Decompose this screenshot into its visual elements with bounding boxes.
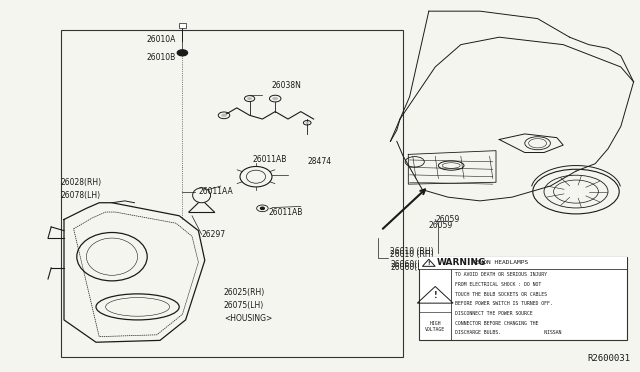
Circle shape — [260, 207, 264, 209]
Text: 26010 (RH): 26010 (RH) — [390, 247, 434, 256]
Text: DISCONNECT THE POWER SOURCE: DISCONNECT THE POWER SOURCE — [455, 311, 532, 316]
Text: 26078(LH): 26078(LH) — [61, 191, 101, 200]
Text: BEFORE POWER SWITCH IS TURNED OFF.: BEFORE POWER SWITCH IS TURNED OFF. — [455, 301, 553, 306]
Circle shape — [273, 97, 278, 100]
Bar — [179, 23, 186, 28]
Bar — [419, 257, 627, 269]
Text: XENON HEADLAMPS: XENON HEADLAMPS — [472, 260, 528, 265]
Text: 26059: 26059 — [435, 215, 460, 224]
Text: 26060(LH): 26060(LH) — [390, 260, 431, 269]
Text: HIGH
VOLTAGE: HIGH VOLTAGE — [425, 321, 445, 332]
Text: FROM ELECTRICAL SHOCK : DO NOT: FROM ELECTRICAL SHOCK : DO NOT — [455, 282, 541, 287]
Circle shape — [247, 97, 252, 100]
Text: 26075(LH): 26075(LH) — [224, 301, 264, 310]
Circle shape — [177, 50, 188, 56]
Text: DISCHARGE BULBS.               NISSAN: DISCHARGE BULBS. NISSAN — [455, 330, 561, 335]
Text: 28474: 28474 — [307, 157, 332, 166]
Text: 26060(LH): 26060(LH) — [390, 263, 431, 272]
Text: <HOUSING>: <HOUSING> — [224, 314, 272, 323]
Text: R2600031: R2600031 — [588, 354, 630, 363]
Circle shape — [221, 114, 227, 117]
Bar — [419, 257, 627, 340]
Text: 26011AB: 26011AB — [253, 155, 287, 164]
Text: 26011AA: 26011AA — [198, 187, 233, 196]
Text: !: ! — [428, 261, 430, 266]
Text: TO AVOID DEATH OR SERIOUS INJURY: TO AVOID DEATH OR SERIOUS INJURY — [455, 272, 547, 277]
Text: WARNING: WARNING — [437, 258, 486, 267]
Text: 26011AB: 26011AB — [269, 208, 303, 217]
Bar — [61, 30, 403, 357]
Text: !: ! — [433, 291, 437, 300]
Text: 26297: 26297 — [202, 230, 226, 239]
Text: 26010 (RH): 26010 (RH) — [390, 250, 434, 259]
Text: CONNECTOR BEFORE CHANGING THE: CONNECTOR BEFORE CHANGING THE — [455, 321, 538, 326]
Text: 26059: 26059 — [429, 221, 453, 230]
Circle shape — [305, 122, 309, 124]
Text: 26028(RH): 26028(RH) — [61, 178, 102, 187]
Text: 26038N: 26038N — [272, 81, 302, 90]
Text: 26025(RH): 26025(RH) — [224, 288, 265, 296]
Text: TOUCH THE BULB SOCKETS OR CABLES: TOUCH THE BULB SOCKETS OR CABLES — [455, 292, 547, 296]
Text: 26010B: 26010B — [147, 53, 176, 62]
Text: 26010A: 26010A — [147, 35, 176, 44]
